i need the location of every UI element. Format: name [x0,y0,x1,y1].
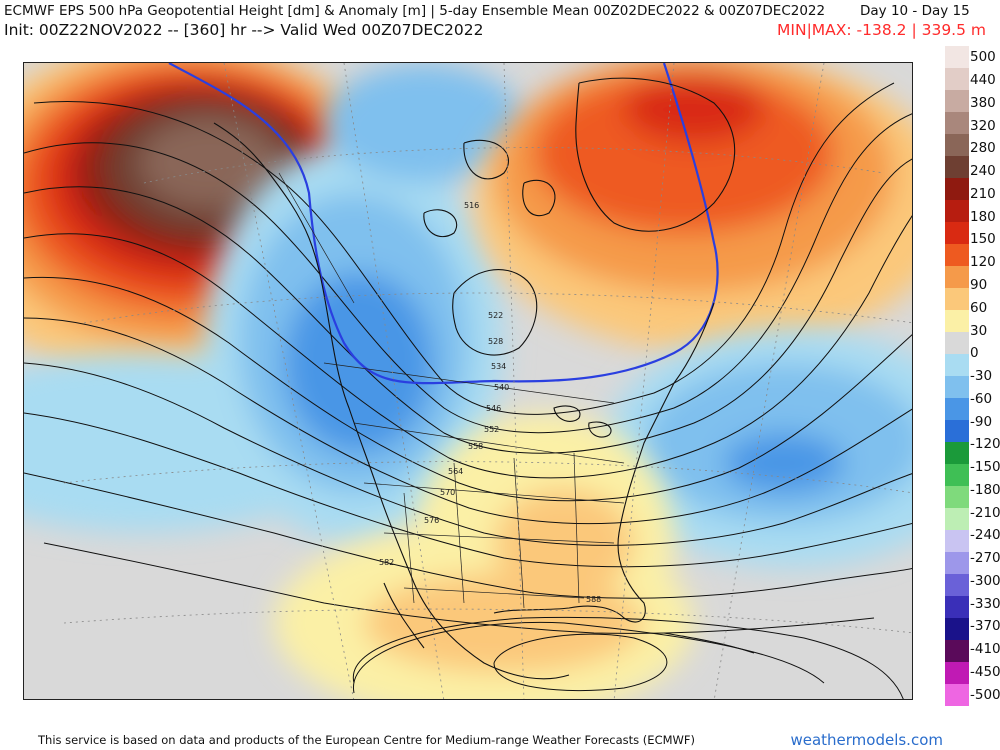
colorbar-tick-label: -60 [970,390,993,407]
colorbar-swatch [945,398,969,421]
title-text: ECMWF EPS 500 hPa Geopotential Height [d… [4,3,826,19]
colorbar-tick-label: -120 [970,436,1000,453]
contour-label-582: 582 [379,558,394,567]
colorbar-swatch [945,376,969,399]
colorbar-tick-label: 240 [970,163,996,180]
day-range: Day 10 - Day 15 [860,3,970,19]
brand-link[interactable]: weathermodels.com [790,731,943,749]
colorbar-tick-label: -330 [970,595,1000,612]
colorbar-tick-label: -210 [970,504,1000,521]
contour-labels: 516 522 528 534 540 546 552 558 564 570 … [379,201,601,604]
colorbar-tick-label: 280 [970,140,996,157]
colorbar-tick-label: 380 [970,94,996,111]
colorbar-swatch [945,134,969,157]
colorbar-tick-label: 0 [970,345,979,362]
colorbar-swatch [945,464,969,487]
contour-label-552: 552 [484,425,499,434]
colorbar-tick-label: 60 [970,299,988,316]
colorbar-tick-label: 30 [970,322,988,339]
colorbar-swatch [945,354,969,377]
colorbar-swatch [945,332,969,355]
colorbar-tick-label: -270 [970,550,1000,567]
forecast-map: 516 522 528 534 540 546 552 558 564 570 … [23,62,913,700]
colorbar-tick-label: -370 [970,618,1000,635]
colorbar-tick-label: -240 [970,527,1000,544]
colorbar-swatch [945,112,969,135]
colorbar-swatch [945,310,969,333]
political-borders [278,172,625,609]
anomaly-shading [24,63,912,699]
colorbar-tick-label: 150 [970,231,996,248]
contour-label-534: 534 [491,362,506,371]
colorbar-tick-label: -30 [970,368,993,384]
colorbar-tick-label: -450 [970,663,1000,680]
contour-label-558: 558 [468,442,483,451]
colorbar-swatch [945,90,969,113]
colorbar-swatch [945,420,969,443]
colorbar-tick-label: 180 [970,208,996,225]
init-valid-line: Init: 00Z22NOV2022 -- [360] hr --> Valid… [4,21,484,39]
contour-label-528: 528 [488,337,503,346]
colorbar-swatch [945,684,969,706]
min-max-readout: MIN|MAX: -138.2 | 339.5 m [777,21,986,39]
colorbar-tick-label: -150 [970,459,1000,475]
colorbar-swatch [945,288,969,311]
colorbar-tick-label: -410 [970,641,1000,658]
colorbar [945,46,969,706]
colorbar-swatch [945,508,969,531]
colorbar-swatch [945,640,969,663]
colorbar-swatch [945,442,969,465]
chart-title: ECMWF EPS 500 hPa Geopotential Height [d… [4,3,970,19]
colorbar-tick-label: 90 [970,277,988,293]
height-contours [24,82,912,699]
colorbar-tick-label: -90 [970,413,993,430]
colorbar-tick-label: 210 [970,185,996,202]
contour-label-588: 588 [586,595,601,604]
colorbar-swatch [945,530,969,553]
colorbar-swatch [945,68,969,91]
contour-label-522: 522 [488,311,503,320]
contour-label-516: 516 [464,201,479,210]
colorbar-swatch [945,486,969,509]
colorbar-tick-label: -500 [970,686,1000,703]
colorbar-swatch [945,156,969,179]
contour-label-546: 546 [486,404,501,413]
colorbar-swatch [945,574,969,597]
colorbar-swatch [945,244,969,267]
colorbar-swatch [945,618,969,641]
colorbar-swatch [945,200,969,223]
contour-label-570: 570 [440,488,455,497]
colorbar-tick-label: 120 [970,254,996,271]
colorbar-tick-label: 320 [970,117,996,134]
colorbar-swatches [945,46,969,706]
colorbar-swatch [945,46,969,69]
ecmwf-disclaimer: This service is based on data and produc… [38,733,695,747]
coastlines [213,77,755,680]
colorbar-swatch [945,178,969,201]
contour-540-highlight [168,63,719,385]
colorbar-swatch [945,222,969,245]
colorbar-tick-label: 500 [970,49,996,66]
colorbar-swatch [945,266,969,289]
colorbar-tick-label: 440 [970,72,996,89]
colorbar-swatch [945,596,969,619]
colorbar-tick-label: -180 [970,481,1000,498]
colorbar-swatch [945,662,969,685]
contour-label-576: 576 [424,516,439,525]
lat-lon-grid [63,63,912,699]
colorbar-tick-label: -300 [970,572,1000,589]
contour-label-564: 564 [448,467,463,476]
contour-label-540: 540 [494,383,509,392]
colorbar-swatch [945,552,969,575]
map-svg: 516 522 528 534 540 546 552 558 564 570 … [24,63,912,699]
colorbar-labels: 500 440 380 320 280 240 210 180 150 120 90 60 30 0 -30… [970,46,1000,706]
